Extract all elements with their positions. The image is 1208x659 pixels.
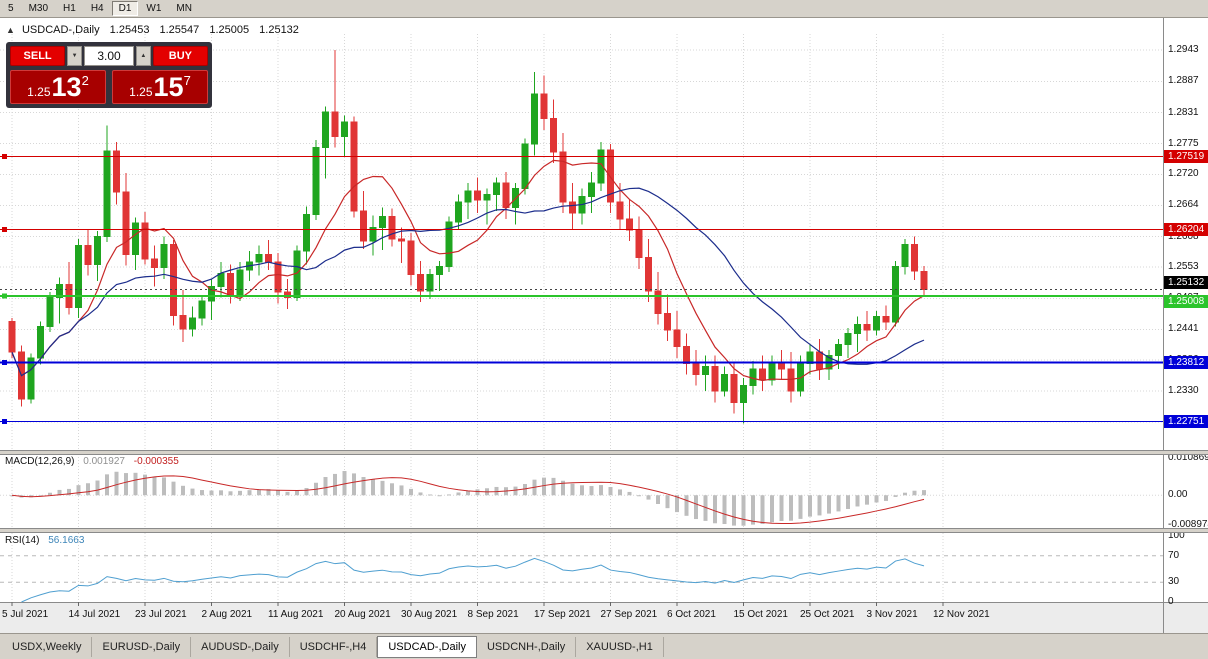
svg-text:12 Nov 2021: 12 Nov 2021 <box>933 609 990 620</box>
line-price-label-1.27519: 1.27519 <box>1164 149 1208 163</box>
ohlc-open: 1.25453 <box>109 24 150 36</box>
panel-splitter-macd[interactable] <box>0 450 1208 455</box>
chart-symbol-title: ▲ USDCAD-,Daily 1.25453 1.25547 1.25005 … <box>6 24 299 36</box>
svg-text:30 Aug 2021: 30 Aug 2021 <box>401 609 458 620</box>
line-price-label-1.26204: 1.26204 <box>1164 222 1208 236</box>
line-price-label-1.23812: 1.23812 <box>1164 355 1208 369</box>
svg-text:11 Aug 2021: 11 Aug 2021 <box>268 609 324 620</box>
chart-tab-usdcad-daily[interactable]: USDCAD-,Daily <box>377 635 477 658</box>
panel-splitter-rsi[interactable] <box>0 528 1208 533</box>
rsi-axis-0: 0 <box>1168 596 1174 607</box>
svg-text:23 Jul 2021: 23 Jul 2021 <box>135 609 187 620</box>
price-tick-1.2664: 1.2664 <box>1168 199 1199 211</box>
sell-button[interactable]: SELL <box>10 46 66 66</box>
price-tick-1.2887: 1.2887 <box>1168 75 1199 87</box>
rsi-label: RSI(14) 56.1663 <box>5 535 84 546</box>
chart-tab-usdx-weekly[interactable]: USDX,Weekly <box>2 636 93 657</box>
price-tick-1.2608: 1.2608 <box>1168 230 1199 242</box>
price-tick-1.2775: 1.2775 <box>1168 137 1199 149</box>
ask-price-small: 1.25 <box>129 85 153 99</box>
macd-axis-min: -0.008974 <box>1168 519 1208 530</box>
svg-text:27 Sep 2021: 27 Sep 2021 <box>601 609 658 620</box>
hline-handle-1.22751[interactable] <box>2 419 7 425</box>
date-axis: 5 Jul 2021 14 Jul 2021 23 Jul 2021 2 Aug 20… <box>2 602 990 620</box>
rsi-axis-30: 30 <box>1168 576 1180 588</box>
bid-price[interactable]: 1.25 13 2 <box>10 70 106 104</box>
rsi-axis-100: 100 <box>1168 530 1185 541</box>
one-click-toggle-icon[interactable]: ▲ <box>6 25 15 35</box>
macd-axis-zero: 0.00 <box>1168 489 1188 501</box>
timeframe-button-m30[interactable]: M30 <box>22 1 55 16</box>
volume-input[interactable] <box>84 46 134 66</box>
macd-name: MACD(12,26,9) <box>5 456 75 467</box>
svg-text:14 Jul 2021: 14 Jul 2021 <box>69 609 121 620</box>
timeframe-button-h4[interactable]: H4 <box>84 1 111 16</box>
rsi-value: 56.1663 <box>48 535 85 546</box>
ask-price[interactable]: 1.25 15 7 <box>112 70 208 104</box>
chart-tab-audusd-daily[interactable]: AUDUSD-,Daily <box>191 636 290 657</box>
line-price-label-1.22751: 1.22751 <box>1164 414 1208 428</box>
price-tick-1.2720: 1.2720 <box>1168 168 1199 180</box>
svg-text:25 Oct 2021: 25 Oct 2021 <box>800 609 855 620</box>
one-click-trading-panel: SELL ▼ ▲ BUY 1.25 13 2 1.25 15 7 <box>6 42 212 108</box>
hline-handle-1.25008[interactable] <box>2 293 7 299</box>
ask-price-sup: 7 <box>183 73 191 88</box>
price-tick-1.2553: 1.2553 <box>1168 261 1199 273</box>
rsi-panel <box>0 555 1163 603</box>
volume-increase-button[interactable]: ▲ <box>136 46 151 66</box>
line-price-label-1.25008: 1.25008 <box>1164 295 1208 309</box>
hline-handle-1.27519[interactable] <box>2 154 7 160</box>
timeframe-button-5[interactable]: 5 <box>1 1 21 16</box>
timeframe-button-w1[interactable]: W1 <box>139 1 168 16</box>
current-price-label: 1.25132 <box>1164 276 1208 290</box>
chart-tabs-bar: USDX,Weekly EURUSD-,Daily AUDUSD-,Daily USD… <box>0 633 1208 659</box>
timeframe-button-h1[interactable]: H1 <box>56 1 83 16</box>
macd-value: 0.001927 <box>83 456 125 467</box>
svg-text:17 Sep 2021: 17 Sep 2021 <box>534 609 591 620</box>
hline-handle-1.23812[interactable] <box>2 360 7 366</box>
moving-averages <box>11 159 925 382</box>
macd-axis-max: 0.010869 <box>1168 452 1208 463</box>
symbol-label: USDCAD-,Daily <box>21 24 100 36</box>
macd-panel <box>0 471 1163 526</box>
chart-tab-xauusd-h1[interactable]: XAUUSD-,H1 <box>576 636 664 657</box>
price-tick-1.2330: 1.2330 <box>1168 385 1199 397</box>
macd-signal-value: -0.000355 <box>133 456 179 467</box>
timeframe-button-mn[interactable]: MN <box>169 1 199 16</box>
bid-price-small: 1.25 <box>27 85 51 99</box>
chart-surface[interactable]: 5 Jul 2021 14 Jul 2021 23 Jul 2021 2 Aug 20… <box>0 18 1163 633</box>
chart-tab-usdcnh-daily[interactable]: USDCNH-,Daily <box>477 636 577 657</box>
bid-price-big: 13 <box>51 72 82 102</box>
horizontal-lines[interactable] <box>0 154 1163 425</box>
axis-corner <box>1164 602 1208 633</box>
timeframe-toolbar: 5 M30 H1 H4 D1 W1 MN <box>0 0 1208 18</box>
ohlc-low: 1.25005 <box>209 24 250 36</box>
rsi-name: RSI(14) <box>5 535 40 546</box>
bid-price-sup: 2 <box>81 73 89 88</box>
svg-text:2 Aug 2021: 2 Aug 2021 <box>202 609 253 620</box>
timeframe-button-d1[interactable]: D1 <box>111 1 139 16</box>
chart-tab-eurusd-daily[interactable]: EURUSD-,Daily <box>92 636 192 657</box>
macd-label: MACD(12,26,9) 0.001927 -0.000355 <box>5 456 179 467</box>
ohlc-close: 1.25132 <box>259 24 299 36</box>
buy-button[interactable]: BUY <box>152 46 208 66</box>
svg-text:15 Oct 2021: 15 Oct 2021 <box>734 609 789 620</box>
chart-tab-usdchf-h4[interactable]: USDCHF-,H4 <box>290 636 378 657</box>
price-tick-1.2441: 1.2441 <box>1168 323 1199 335</box>
svg-text:8 Sep 2021: 8 Sep 2021 <box>468 609 520 620</box>
rsi-axis-70: 70 <box>1168 549 1180 561</box>
price-tick-1.2831: 1.2831 <box>1168 106 1199 118</box>
ohlc-high: 1.25547 <box>159 24 200 36</box>
svg-text:6 Oct 2021: 6 Oct 2021 <box>667 609 716 620</box>
ask-price-big: 15 <box>153 72 184 102</box>
price-axis[interactable]: 1.2943 1.2887 1.2831 1.2775 1.2720 1.2664 1.26… <box>1163 18 1208 633</box>
hline-handle-1.26204[interactable] <box>2 227 7 233</box>
volume-decrease-button[interactable]: ▼ <box>67 46 82 66</box>
svg-text:3 Nov 2021: 3 Nov 2021 <box>867 609 919 620</box>
price-tick-1.2943: 1.2943 <box>1168 44 1199 56</box>
svg-text:20 Aug 2021: 20 Aug 2021 <box>335 609 392 620</box>
svg-text:5 Jul 2021: 5 Jul 2021 <box>2 609 49 620</box>
chart-window[interactable]: 5 Jul 2021 14 Jul 2021 23 Jul 2021 2 Aug 20… <box>0 18 1208 633</box>
